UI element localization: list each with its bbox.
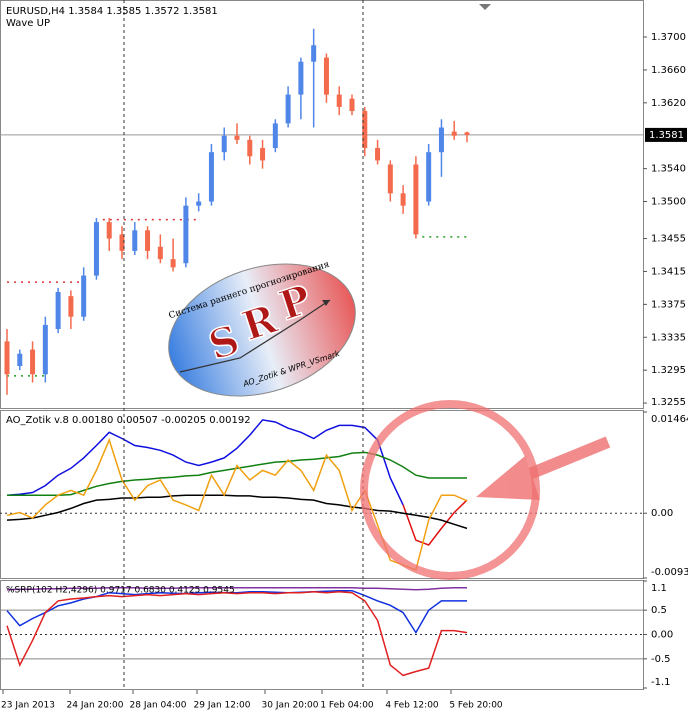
bar-body <box>81 275 87 317</box>
plot-layer <box>0 0 643 677</box>
indicator-line <box>6 437 468 571</box>
bar-body <box>298 61 304 95</box>
y-tick-label: 1.3295 <box>651 365 686 376</box>
bar-body <box>260 148 266 161</box>
y-tick-label: -0.00937 <box>651 567 688 578</box>
bar-body <box>349 98 355 112</box>
bar-body <box>106 222 112 239</box>
y-tick-label: 1.3335 <box>651 332 686 343</box>
bar-body <box>362 111 368 149</box>
bar-body <box>247 139 253 157</box>
bar-body <box>387 164 393 194</box>
bar-body <box>323 57 329 95</box>
bar-body <box>30 349 36 375</box>
arrow-head <box>476 456 540 500</box>
bar-body <box>426 152 432 202</box>
bar-body <box>157 246 163 260</box>
logo-letter: R <box>237 295 284 350</box>
y-tick-label: 1.3620 <box>651 98 686 109</box>
y-tick-label: 1.3500 <box>651 197 686 208</box>
bar-body <box>234 135 240 140</box>
current-price-box <box>645 127 687 142</box>
y-tick-label: 1.3455 <box>651 234 686 245</box>
indicator-line <box>6 589 467 635</box>
bar-body <box>93 222 99 276</box>
current-price-label: 1.3581 <box>649 130 684 141</box>
bar-body <box>183 205 189 264</box>
bar-body <box>413 164 419 235</box>
bar-body <box>145 230 151 251</box>
bar-body <box>196 201 202 206</box>
bar-body <box>55 292 61 330</box>
shift-marker <box>479 4 491 10</box>
logo-arrow <box>179 299 331 373</box>
y-tick-label: 0.01464 <box>651 414 688 425</box>
x-tick-label: 24 Jan 20:00 <box>67 701 124 711</box>
y-tick-label: 1.3540 <box>651 164 686 175</box>
bar-body <box>285 94 291 124</box>
x-tick-label: 5 Feb 20:00 <box>449 701 503 711</box>
y-tick-label: 1.3700 <box>651 32 686 43</box>
bar-body <box>375 148 381 161</box>
x-tick-label: 30 Jan 20:00 <box>262 701 319 711</box>
x-tick-label: 28 Jan 04:00 <box>130 701 187 711</box>
indicator-line <box>7 451 467 496</box>
bar-body <box>311 45 317 62</box>
arrow-shaft <box>517 436 611 484</box>
bar-body <box>68 296 74 317</box>
bar-body <box>170 259 176 268</box>
y-tick-label: -0.5 <box>651 654 671 665</box>
ao-title: AO_Zotik v.8 0.00180 0.00507 -0.00205 0.… <box>6 415 251 426</box>
bar-body <box>400 193 406 206</box>
y-tick-label: 1.1 <box>651 583 667 594</box>
logo-arrow-head <box>322 300 330 306</box>
bar-body <box>438 127 444 153</box>
y-tick-label: 1.3660 <box>651 65 686 76</box>
wpr-title: %SRP(102 H2,4296) 0.9717 0.6830 0.4125 0… <box>6 586 235 596</box>
logo-ellipse <box>168 263 356 397</box>
bar-body <box>132 230 138 251</box>
y-tick-label: 0.5 <box>651 605 667 616</box>
indicator-line <box>6 587 467 591</box>
y-tick-label: 1.3375 <box>651 299 686 310</box>
bar-body <box>4 341 10 375</box>
x-tick-label: 4 Feb 12:00 <box>385 701 439 711</box>
y-tick-label: 0.00 <box>651 630 673 641</box>
bar-body <box>17 353 23 367</box>
indicator-line <box>6 419 404 506</box>
bar-body <box>119 234 125 251</box>
bar-body <box>336 94 342 107</box>
bar-body <box>451 131 457 136</box>
indicator-line <box>402 499 468 546</box>
bar-body <box>464 132 470 135</box>
x-tick-label: 23 Jan 2013 <box>1 701 55 711</box>
main-indicator: Wave UP <box>6 18 50 29</box>
y-tick-label: 0.00 <box>651 508 673 519</box>
x-tick-label: 1 Feb 04:00 <box>320 701 374 711</box>
y-tick-label: -1.1 <box>651 677 671 688</box>
bar-body <box>221 135 227 153</box>
main-title: EURUSD,H4 1.3584 1.3585 1.3572 1.3581 <box>6 6 218 17</box>
indicator-line <box>6 494 468 530</box>
bar-body <box>272 123 278 149</box>
y-tick-label: 1.3415 <box>651 266 686 277</box>
logo: Система раннего прогнозирования S R P AO… <box>168 260 356 397</box>
y-tick-label: 1.3255 <box>651 397 686 408</box>
highlight-arrow <box>476 436 611 500</box>
ao-panel <box>0 410 644 579</box>
bar-body <box>42 324 48 375</box>
bar-body <box>208 152 214 202</box>
indicator-line <box>6 590 468 677</box>
x-tick-label: 29 Jan 12:00 <box>194 701 251 711</box>
